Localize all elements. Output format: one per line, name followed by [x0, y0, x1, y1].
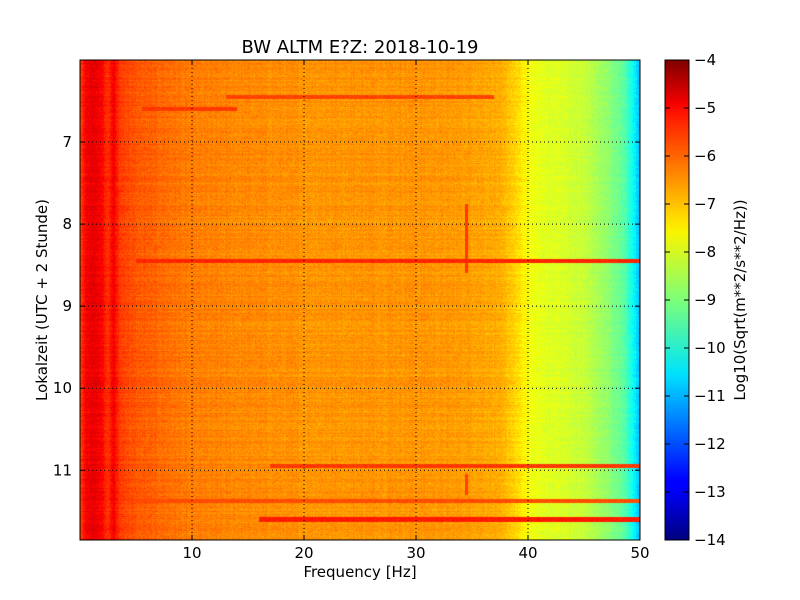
- y-tick-label: 11: [53, 461, 72, 479]
- colorbar-tick-label: −5: [694, 99, 716, 117]
- colorbar-tick-label: −6: [694, 147, 716, 165]
- y-tick-label: 7: [62, 133, 72, 151]
- x-tick-label: 10: [182, 544, 201, 562]
- x-tick-label: 20: [294, 544, 313, 562]
- y-tick-label: 9: [62, 297, 72, 315]
- colorbar: −4 −5 −6 −7 −8 −9 −10 −11 −12 −13 −14 Log10(Sqrt(m…: [664, 51, 749, 549]
- colorbar-label: Log10(Sqrt(m**2/s**2/Hz)): [731, 199, 749, 400]
- chart-title: BW ALTM E?Z: 2018-10-19: [242, 37, 479, 58]
- y-tick-label: 8: [62, 215, 72, 233]
- y-axis-label: Lokalzeit (UTC + 2 Stunde): [33, 199, 51, 401]
- y-tick-label: 10: [53, 379, 72, 397]
- plot-area: 10 20 30 40 50 7 8 9 10 11: [53, 59, 650, 562]
- colorbar-tick-label: −4: [694, 51, 716, 69]
- colorbar-tick-label: −12: [694, 435, 726, 453]
- x-tick-label: 30: [406, 544, 425, 562]
- heatmap-image: [80, 60, 640, 540]
- x-tick-label: 50: [630, 544, 649, 562]
- y-axis-ticks: 7 8 9 10 11: [53, 133, 640, 479]
- grid-lines: [80, 60, 640, 540]
- colorbar-tick-label: −7: [694, 195, 716, 213]
- colorbar-tick-label: −13: [694, 483, 726, 501]
- colorbar-tick-label: −10: [694, 339, 726, 357]
- colorbar-tick-label: −14: [694, 531, 726, 549]
- plot-frame: [79, 59, 641, 541]
- colorbar-tick-label: −8: [694, 243, 716, 261]
- x-tick-label: 40: [518, 544, 537, 562]
- colorbar-tick-label: −9: [694, 291, 716, 309]
- x-axis-ticks: 10 20 30 40 50: [182, 60, 650, 562]
- colorbar-tick-label: −11: [694, 387, 726, 405]
- x-axis-label: Frequency [Hz]: [303, 563, 416, 581]
- colorbar-ticks: −4 −5 −6 −7 −8 −9 −10 −11 −12 −13 −14: [665, 51, 726, 549]
